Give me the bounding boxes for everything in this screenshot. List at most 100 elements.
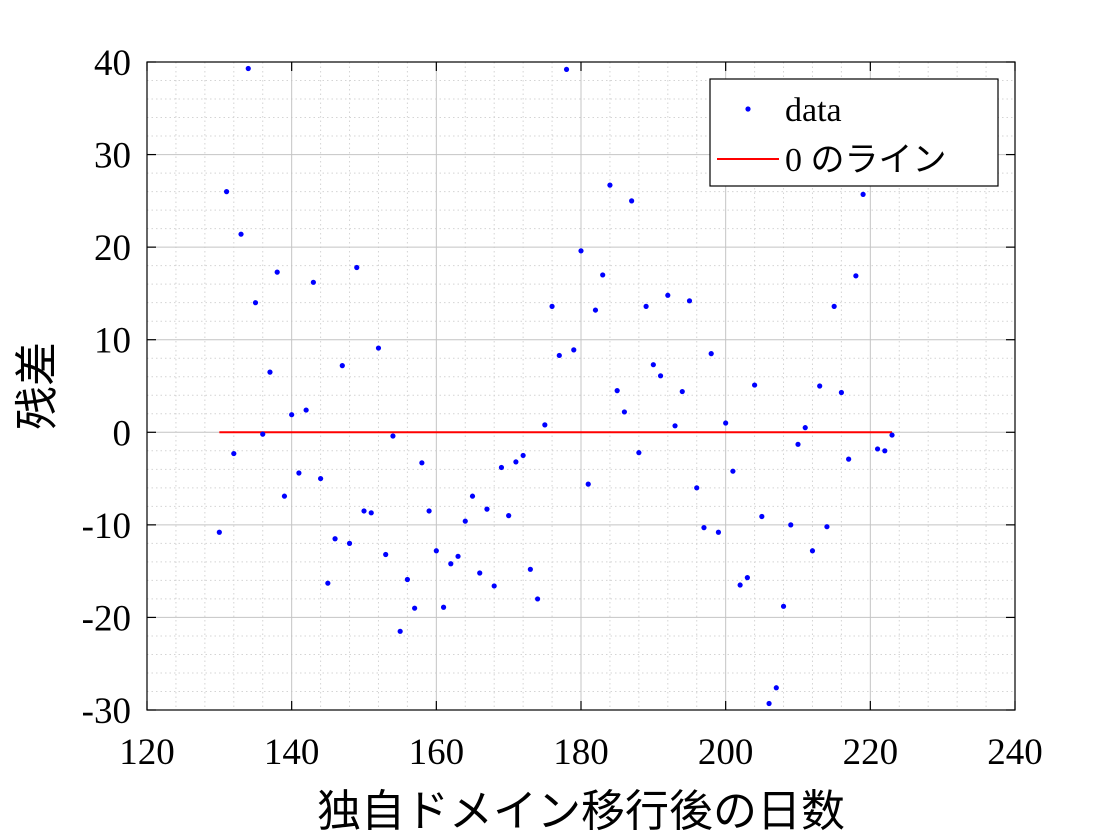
data-point bbox=[318, 475, 324, 482]
data-point bbox=[527, 566, 533, 572]
data-point bbox=[802, 425, 808, 431]
data-point bbox=[766, 700, 772, 707]
x-tick-label: 180 bbox=[553, 732, 609, 773]
y-tick-label: 20 bbox=[94, 228, 131, 269]
data-point bbox=[759, 513, 765, 520]
data-point bbox=[694, 485, 700, 491]
data-point bbox=[708, 351, 714, 357]
data-point bbox=[368, 510, 374, 516]
data-point bbox=[477, 570, 483, 576]
y-tick-label: 10 bbox=[94, 321, 131, 362]
data-point bbox=[260, 431, 266, 437]
legend-marker-data bbox=[745, 106, 751, 112]
data-point bbox=[223, 189, 230, 195]
data-point bbox=[274, 269, 280, 275]
data-point bbox=[448, 561, 454, 567]
data-point bbox=[310, 279, 316, 285]
data-point bbox=[498, 464, 505, 471]
data-point bbox=[853, 273, 859, 279]
data-point bbox=[325, 580, 331, 586]
data-point bbox=[426, 508, 432, 514]
data-point bbox=[238, 231, 244, 237]
legend-box bbox=[709, 78, 999, 187]
data-point bbox=[809, 548, 816, 554]
data-point bbox=[469, 493, 476, 499]
data-point bbox=[600, 272, 606, 278]
data-point bbox=[614, 388, 620, 394]
data-point bbox=[817, 383, 823, 389]
data-point bbox=[303, 407, 309, 413]
data-point bbox=[252, 300, 259, 306]
x-axis-label: 独自ドメイン移行後の日数 bbox=[317, 786, 845, 837]
data-point bbox=[860, 191, 866, 197]
data-point bbox=[636, 450, 642, 456]
data-point bbox=[882, 448, 888, 454]
y-tick-label: -30 bbox=[82, 691, 131, 732]
data-point bbox=[585, 481, 591, 487]
data-point bbox=[419, 460, 425, 466]
x-tick-label: 200 bbox=[698, 732, 754, 773]
data-point bbox=[650, 362, 656, 368]
y-tick-label: 30 bbox=[94, 136, 131, 177]
data-point bbox=[773, 685, 779, 691]
data-point bbox=[296, 470, 302, 476]
data-point bbox=[484, 506, 490, 512]
data-point bbox=[455, 553, 461, 559]
data-point bbox=[730, 468, 736, 474]
data-point bbox=[462, 518, 468, 524]
legend: data 0 のライン bbox=[709, 78, 999, 187]
data-point bbox=[788, 522, 794, 528]
series-layer bbox=[216, 65, 895, 707]
data-point bbox=[723, 420, 729, 426]
data-point bbox=[629, 198, 635, 204]
data-point bbox=[491, 583, 497, 589]
y-tick-label: 0 bbox=[113, 413, 132, 454]
data-point bbox=[672, 423, 678, 429]
data-point bbox=[701, 525, 707, 531]
x-tick-label: 140 bbox=[264, 732, 320, 773]
data-point bbox=[390, 433, 396, 439]
data-point bbox=[281, 493, 288, 499]
y-axis-label: 残差 bbox=[12, 342, 63, 430]
data-point bbox=[383, 551, 389, 558]
data-point bbox=[549, 303, 555, 309]
data-point bbox=[520, 452, 526, 459]
data-point bbox=[679, 388, 685, 395]
data-point bbox=[838, 389, 845, 396]
data-point bbox=[339, 363, 345, 369]
data-point bbox=[404, 576, 410, 583]
data-point bbox=[824, 524, 830, 530]
data-point bbox=[831, 303, 837, 309]
data-point bbox=[846, 456, 852, 462]
data-point bbox=[506, 513, 512, 519]
data-point bbox=[780, 603, 787, 609]
data-point bbox=[216, 529, 222, 535]
x-tick-label: 160 bbox=[409, 732, 465, 773]
legend-label-data: data bbox=[785, 92, 842, 129]
data-point bbox=[513, 459, 519, 465]
data-point bbox=[621, 409, 628, 415]
data-point bbox=[592, 307, 599, 313]
data-point bbox=[440, 604, 447, 610]
y-tick-label: -10 bbox=[82, 506, 131, 547]
data-point bbox=[715, 529, 722, 535]
x-tick-label: 240 bbox=[987, 732, 1043, 773]
data-point bbox=[245, 65, 251, 72]
data-point bbox=[535, 596, 541, 602]
data-point bbox=[542, 422, 548, 428]
data-point bbox=[571, 347, 577, 353]
data-point bbox=[267, 369, 273, 375]
data-point bbox=[744, 575, 750, 581]
data-point bbox=[665, 292, 671, 298]
data-point bbox=[795, 441, 801, 447]
data-point bbox=[375, 345, 382, 351]
x-tick-label: 220 bbox=[843, 732, 899, 773]
data-point bbox=[332, 536, 338, 542]
data-point bbox=[643, 303, 649, 309]
y-tick-label: -20 bbox=[82, 598, 131, 639]
data-point bbox=[657, 373, 664, 379]
data-point bbox=[346, 540, 353, 546]
data-point bbox=[686, 298, 693, 304]
legend-label-zero-line: 0 のライン bbox=[785, 142, 947, 179]
data-point bbox=[607, 182, 613, 188]
